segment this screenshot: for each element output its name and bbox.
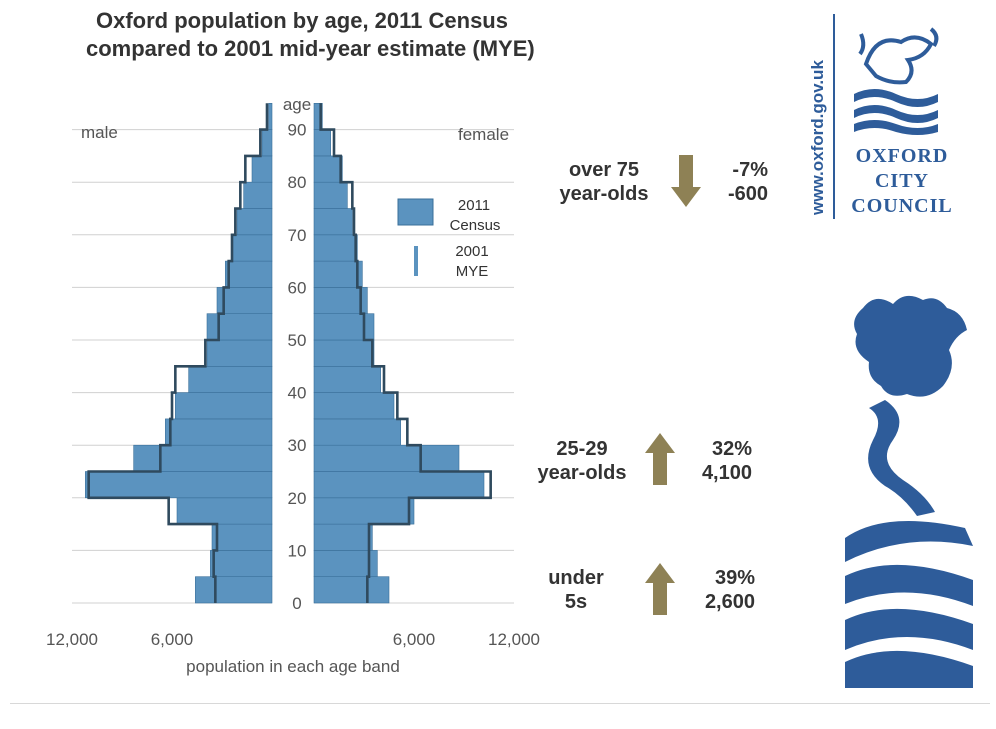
legend-mye-line1: 2001 — [455, 243, 488, 260]
y-tick-0: 0 — [292, 594, 301, 613]
stat-over75-label: over 75 year-olds — [559, 159, 649, 205]
bar-male-75-79 — [243, 181, 273, 209]
legend-census-line2: Census — [450, 217, 501, 234]
x-tick-labels: 12,000 6,000 6,000 12,000 — [46, 630, 540, 649]
bar-male-85-89 — [261, 129, 273, 157]
mye-step-female — [319, 103, 492, 603]
bar-female-20-24 — [313, 471, 485, 499]
y-tick-20: 20 — [288, 489, 307, 508]
stat-under5-values: 39% 2,600 — [675, 566, 755, 614]
bar-female-0-4 — [313, 576, 390, 604]
bar-male-10-14 — [211, 523, 273, 551]
stat-arrows — [645, 155, 701, 615]
legend-mye-line2: MYE — [456, 263, 489, 280]
grid-lines — [72, 129, 514, 604]
bar-female-25-29 — [313, 444, 460, 472]
legend-census-line1: 2011 — [458, 197, 490, 214]
y-tick-40: 40 — [288, 384, 307, 403]
bar-male-15-19 — [176, 497, 273, 525]
chart-subtitle: compared to 2001 mid-year estimate (MYE) — [86, 36, 535, 61]
y-tick-30: 30 — [288, 436, 307, 455]
stat-25-29-pct: 32% — [711, 438, 752, 460]
stat-25-29-values: 32% 4,100 — [672, 437, 752, 485]
y-tick-90: 90 — [288, 121, 307, 140]
bar-female-5-9 — [313, 550, 378, 578]
bar-female-40-44 — [313, 365, 381, 393]
stat-under5-pct: 39% — [714, 567, 755, 589]
bar-male-0-4 — [195, 576, 273, 604]
bar-male-45-49 — [206, 339, 273, 367]
y-tick-80: 80 — [288, 173, 307, 192]
stat-over75-values: -7% -600 — [688, 158, 768, 206]
bar-female-90+ — [313, 103, 323, 130]
chart-title: Oxford population by age, 2011 Census — [96, 8, 508, 33]
bar-female-55-59 — [313, 287, 368, 314]
bar-male-50-54 — [206, 313, 273, 341]
bar-female-60-64 — [313, 260, 363, 288]
y-tick-60: 60 — [288, 278, 307, 297]
arrow-down-icon — [671, 155, 701, 207]
footer-divider — [10, 703, 990, 704]
x-axis-title: population in each age band — [186, 657, 400, 676]
stat-25-29-label: 25-29 year-olds — [537, 438, 627, 484]
legend-census-swatch — [397, 198, 434, 226]
male-label: male — [81, 123, 118, 142]
x-tick-female-6000: 6,000 — [393, 630, 436, 649]
legend: 2011 Census 2001 MYE — [397, 197, 501, 280]
bar-female-45-49 — [313, 339, 375, 367]
bar-female-10-14 — [313, 523, 373, 551]
council-name: OXFORD CITY COUNCIL — [851, 145, 953, 217]
stat-25-29-count: 4,100 — [701, 462, 752, 484]
arrow-up-icon — [645, 433, 675, 485]
bar-female-75-79 — [313, 181, 348, 209]
logo-divider — [833, 14, 835, 219]
y-axis-title: age — [283, 95, 311, 114]
bar-male-40-44 — [188, 365, 273, 393]
bar-male-30-34 — [165, 418, 273, 446]
bar-female-85-89 — [313, 129, 331, 157]
y-tick-70: 70 — [288, 226, 307, 245]
bar-male-5-9 — [210, 550, 273, 578]
x-tick-female-12000: 12,000 — [488, 630, 540, 649]
arrow-up-icon — [645, 563, 675, 615]
mye-step-male — [87, 103, 269, 603]
stat-under5-count: 2,600 — [704, 591, 755, 613]
bar-female-80-84 — [313, 155, 343, 183]
bar-female-65-69 — [313, 234, 358, 262]
bar-male-55-59 — [216, 287, 273, 314]
x-tick-male-6000: 6,000 — [151, 630, 194, 649]
bar-male-20-24 — [85, 471, 273, 499]
council-url: www.oxford.gov.uk — [808, 60, 827, 215]
bar-male-60-64 — [225, 260, 273, 288]
bars — [85, 103, 485, 604]
bar-female-15-19 — [313, 497, 415, 525]
ox-waves-emblem — [845, 295, 973, 688]
x-tick-male-12000: 12,000 — [46, 630, 98, 649]
bar-male-65-69 — [231, 234, 273, 262]
bar-male-80-84 — [251, 155, 273, 183]
bar-female-35-39 — [313, 392, 395, 420]
mye-step-lines — [87, 103, 492, 603]
female-label: female — [458, 125, 509, 144]
bar-male-90+ — [268, 103, 273, 130]
bar-female-70-74 — [313, 208, 353, 236]
bar-male-25-29 — [133, 444, 273, 472]
axis-labels: male female age population in each age b… — [81, 95, 509, 676]
y-tick-50: 50 — [288, 331, 307, 350]
bar-female-30-34 — [313, 418, 401, 446]
y-tick-10: 10 — [288, 541, 307, 560]
stat-over75-count: -600 — [727, 183, 768, 205]
lion-crest-icon — [854, 27, 939, 135]
stat-over75-pct: -7% — [732, 159, 768, 181]
bar-male-35-39 — [175, 392, 273, 420]
stat-under5-label: under 5s — [548, 567, 604, 613]
y-tick-labels: 0 10 20 30 40 50 60 70 80 90 — [288, 121, 307, 613]
bar-male-70-74 — [236, 208, 273, 236]
legend-mye-swatch — [414, 246, 418, 276]
